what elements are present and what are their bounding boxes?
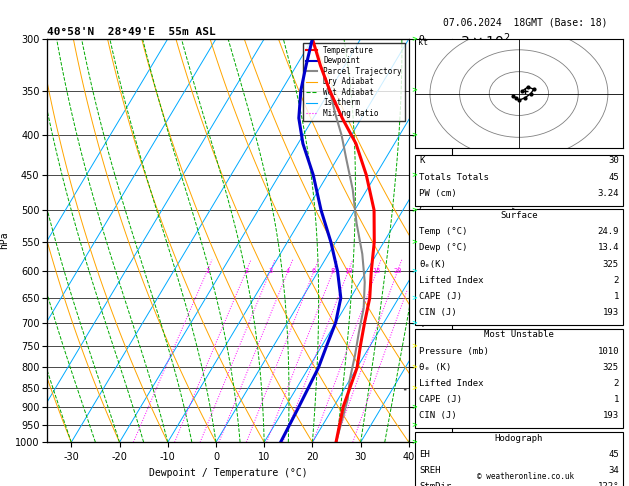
Text: >: >	[411, 268, 417, 274]
Text: 1: 1	[205, 268, 209, 274]
Text: 4: 4	[286, 268, 290, 274]
Text: 8: 8	[331, 268, 335, 274]
Text: CAPE (J): CAPE (J)	[419, 395, 462, 404]
Text: 1: 1	[613, 395, 619, 404]
Text: >: >	[411, 207, 417, 213]
Text: 40°58'N  28°49'E  55m ASL: 40°58'N 28°49'E 55m ASL	[47, 27, 216, 37]
Text: 2: 2	[613, 379, 619, 388]
Text: 325: 325	[603, 260, 619, 269]
Text: CIN (J): CIN (J)	[419, 308, 457, 317]
Text: >: >	[411, 132, 417, 138]
Text: 122°: 122°	[598, 482, 619, 486]
Legend: Temperature, Dewpoint, Parcel Trajectory, Dry Adiabat, Wet Adiabat, Isotherm, Mi: Temperature, Dewpoint, Parcel Trajectory…	[303, 43, 405, 121]
Text: 10: 10	[344, 268, 352, 274]
Text: 24.9: 24.9	[598, 227, 619, 237]
Text: 2: 2	[244, 268, 248, 274]
Text: >: >	[411, 404, 417, 410]
Text: >: >	[411, 239, 417, 245]
Text: Lifted Index: Lifted Index	[419, 379, 484, 388]
Text: 2: 2	[613, 276, 619, 285]
Text: 30: 30	[608, 156, 619, 166]
Text: 3.24: 3.24	[598, 189, 619, 198]
Text: Surface: Surface	[500, 211, 538, 221]
Text: 325: 325	[603, 363, 619, 372]
Text: θₑ (K): θₑ (K)	[419, 363, 451, 372]
Text: Temp (°C): Temp (°C)	[419, 227, 467, 237]
Text: SREH: SREH	[419, 466, 440, 475]
Text: >: >	[411, 343, 417, 349]
Text: PW (cm): PW (cm)	[419, 189, 457, 198]
Text: Pressure (mb): Pressure (mb)	[419, 347, 489, 356]
Text: >: >	[411, 87, 417, 93]
Text: 193: 193	[603, 411, 619, 420]
Y-axis label: Mixing Ratio (g/kg): Mixing Ratio (g/kg)	[513, 190, 523, 292]
Text: >: >	[411, 320, 417, 326]
Text: 13.4: 13.4	[598, 243, 619, 253]
Text: EH: EH	[419, 450, 430, 459]
Text: 1: 1	[613, 292, 619, 301]
Text: K: K	[419, 156, 425, 166]
Text: >: >	[411, 439, 417, 445]
Text: >: >	[411, 172, 417, 178]
Text: 45: 45	[608, 173, 619, 182]
Text: 6: 6	[312, 268, 316, 274]
Text: Totals Totals: Totals Totals	[419, 173, 489, 182]
Text: >: >	[411, 364, 417, 370]
Text: Dewp (°C): Dewp (°C)	[419, 243, 467, 253]
Text: CIN (J): CIN (J)	[419, 411, 457, 420]
Text: CAPE (J): CAPE (J)	[419, 292, 462, 301]
Text: Hodograph: Hodograph	[495, 434, 543, 443]
Y-axis label: hPa: hPa	[0, 232, 9, 249]
Text: StmDir: StmDir	[419, 482, 451, 486]
Text: © weatheronline.co.uk: © weatheronline.co.uk	[477, 472, 574, 481]
Text: 45: 45	[608, 450, 619, 459]
Text: 1010: 1010	[598, 347, 619, 356]
Text: θₑ(K): θₑ(K)	[419, 260, 446, 269]
Text: >: >	[411, 422, 417, 428]
Text: LCL: LCL	[434, 385, 450, 394]
Text: kt: kt	[418, 38, 428, 48]
Text: 34: 34	[608, 466, 619, 475]
Text: 07.06.2024  18GMT (Base: 18): 07.06.2024 18GMT (Base: 18)	[443, 17, 608, 27]
Y-axis label: km
ASL: km ASL	[441, 230, 459, 251]
Text: 15: 15	[372, 268, 381, 274]
Text: >: >	[411, 295, 417, 301]
Text: >: >	[411, 385, 417, 391]
Text: Most Unstable: Most Unstable	[484, 330, 554, 340]
Text: 3: 3	[268, 268, 272, 274]
Text: >: >	[411, 36, 417, 42]
X-axis label: Dewpoint / Temperature (°C): Dewpoint / Temperature (°C)	[148, 468, 308, 478]
Text: Lifted Index: Lifted Index	[419, 276, 484, 285]
Text: 193: 193	[603, 308, 619, 317]
Text: 20: 20	[393, 268, 402, 274]
